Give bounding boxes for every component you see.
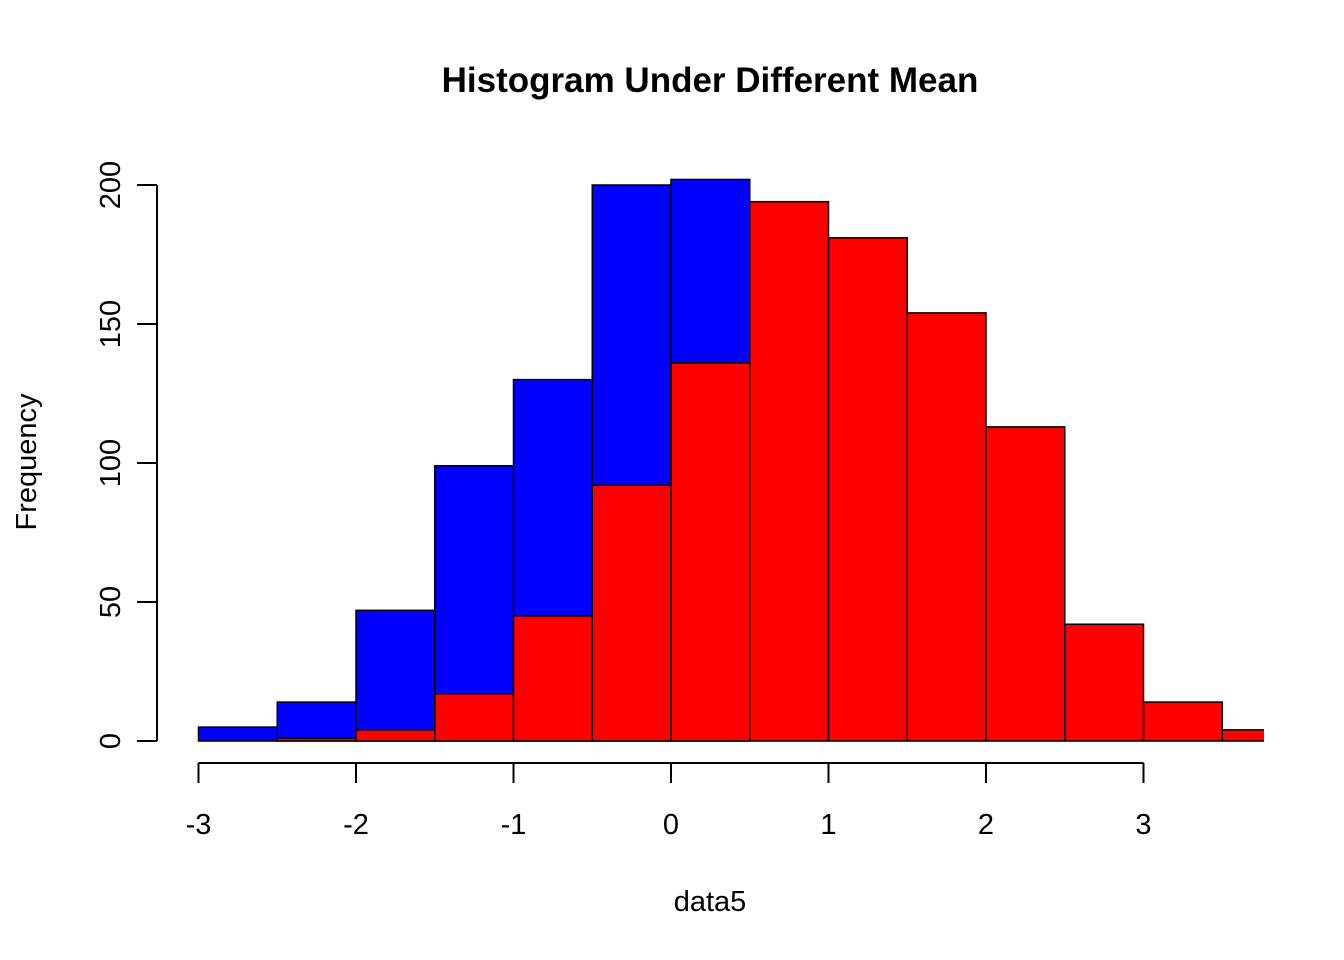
- histogram-bar-series-2-bin-8: [827, 237, 908, 742]
- histogram-bar-series-2-bin-13: [1221, 729, 1264, 742]
- y-tick-label: 0: [95, 733, 127, 749]
- bars-group: [197, 178, 1264, 742]
- y-axis-label: Frequency: [11, 393, 43, 531]
- x-tick-label: 1: [820, 809, 836, 841]
- y-tick-label: 200: [95, 161, 127, 209]
- histogram-bar-series-2-bin-5: [591, 484, 672, 742]
- histogram-bar-series-2-bin-3: [434, 692, 515, 742]
- x-tick-label: -1: [501, 809, 527, 841]
- histogram-bar-series-2-bin-11: [1064, 623, 1145, 742]
- histogram-bar-series-2-bin-2: [355, 729, 436, 742]
- x-tick-label: 2: [978, 809, 994, 841]
- histogram-bar-series-1-bin-3: [355, 609, 436, 742]
- y-tick-label: 50: [95, 586, 127, 618]
- x-tick-label: -3: [186, 809, 212, 841]
- y-tick-label: 150: [95, 300, 127, 348]
- histogram-bar-series-2-bin-10: [985, 426, 1066, 742]
- histogram-bar-series-1-bin-2: [276, 701, 357, 742]
- histogram-bar-series-2-bin-1: [276, 737, 357, 742]
- x-axis-label: data5: [674, 886, 747, 918]
- histogram-bar-series-2-bin-12: [1142, 701, 1223, 742]
- histogram-bar-series-2-bin-4: [512, 615, 593, 742]
- histogram-bar-series-2-bin-9: [906, 312, 987, 742]
- histogram-bar-series-2-bin-6: [670, 362, 751, 742]
- chart-title: Histogram Under Different Mean: [442, 61, 979, 100]
- histogram-bar-series-1-bin-1: [197, 726, 278, 742]
- x-axis: -3 -2 -1 0 1 2 3: [186, 762, 1152, 841]
- y-axis: 0 50 100 150 200: [95, 161, 158, 749]
- x-tick-label: 3: [1135, 809, 1151, 841]
- histogram-bar-series-2-bin-7: [749, 200, 830, 742]
- x-tick-label: 0: [663, 809, 679, 841]
- x-tick-label: -2: [343, 809, 369, 841]
- y-tick-label: 100: [95, 439, 127, 487]
